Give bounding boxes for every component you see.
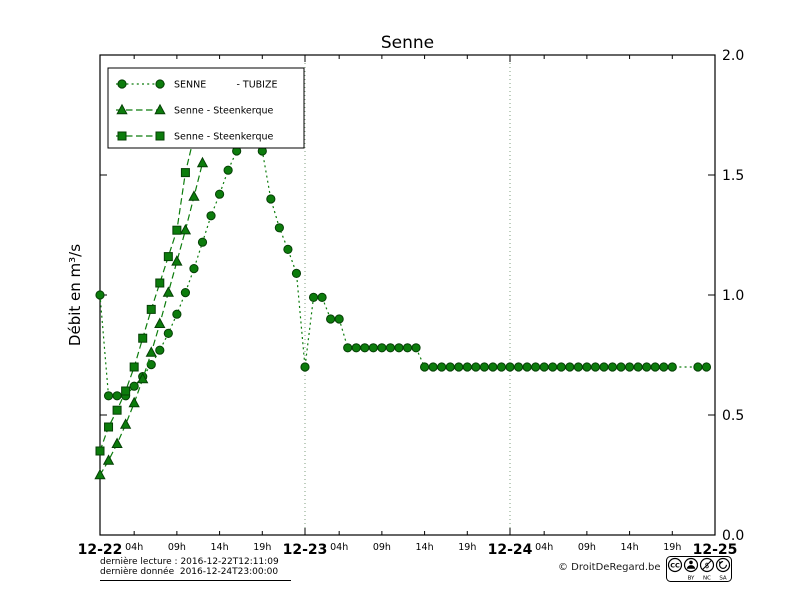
copyright-text: © DroitDeRegard.be	[558, 562, 661, 573]
sa-arrow-icon	[715, 557, 731, 573]
svg-text:0.0: 0.0	[722, 528, 744, 544]
by-person-icon	[683, 557, 699, 573]
series-senne-steenkerque-squares	[95, 98, 207, 456]
series-senne-tubize	[95, 129, 712, 401]
svg-text:14h: 14h	[621, 542, 639, 553]
svg-text:2.0: 2.0	[722, 48, 744, 64]
chart-title: Senne	[380, 33, 435, 53]
legend-label: Senne - Steenkerque	[174, 106, 273, 117]
cc-icon: CC	[667, 557, 683, 573]
sa-label: SA	[719, 576, 727, 582]
x-tick-labels: 12-22 12-23 12-24 12-25 04h 09h 14h 19h 04h 09h 14…	[78, 542, 738, 558]
svg-text:19h: 19h	[253, 542, 271, 553]
svg-text:12-25: 12-25	[693, 542, 738, 558]
legend-label: SENNE - TUBIZE	[174, 80, 277, 91]
cc-icon-label: CC	[670, 562, 680, 570]
last-reading-text: dernière lecture : 2016-12-22T12:11:09	[100, 557, 279, 567]
svg-text:09h: 09h	[168, 542, 186, 553]
cc-badge-frame	[666, 556, 732, 582]
nc-label: NC	[703, 576, 711, 582]
cc-license-badge[interactable]: CC $ BY NC SA	[666, 556, 732, 582]
svg-text:1.5: 1.5	[722, 168, 744, 184]
svg-text:1.0: 1.0	[722, 288, 744, 304]
footer-underline	[100, 580, 291, 581]
svg-text:12-24: 12-24	[488, 542, 533, 558]
day-gridlines	[304, 55, 511, 535]
svg-text:09h: 09h	[373, 542, 391, 553]
series-senne-steenkerque-triangles	[94, 156, 209, 480]
axis-ticks	[99, 54, 716, 536]
svg-text:14h: 14h	[416, 542, 434, 553]
svg-text:19h: 19h	[458, 542, 476, 553]
y-axis-label: Débit en m³/s	[66, 244, 84, 346]
by-label: BY	[688, 576, 695, 582]
svg-text:12-23: 12-23	[283, 542, 328, 558]
svg-text:19h: 19h	[663, 542, 681, 553]
svg-text:0.5: 0.5	[722, 408, 744, 424]
svg-text:04h: 04h	[535, 542, 553, 553]
svg-text:14h: 14h	[211, 542, 229, 553]
nc-dollar-icon: $	[699, 557, 715, 573]
svg-text:04h: 04h	[330, 542, 348, 553]
y-tick-labels: 0.0 0.5 1.0 1.5 2.0	[722, 48, 744, 544]
legend: SENNE - TUBIZE Senne - Steenkerque Senne -…	[107, 67, 305, 149]
svg-text:04h: 04h	[125, 542, 143, 553]
last-data-text: dernière donnée 2016-12-24T23:00:00	[100, 567, 279, 577]
svg-text:12-22: 12-22	[78, 542, 123, 558]
legend-label: Senne - Steenkerque	[174, 132, 273, 143]
svg-text:09h: 09h	[578, 542, 596, 553]
